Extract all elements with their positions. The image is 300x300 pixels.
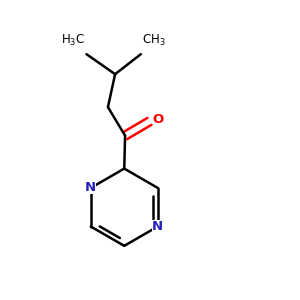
Text: N: N [152, 220, 163, 233]
Text: CH$_3$: CH$_3$ [142, 33, 166, 48]
Text: O: O [152, 113, 164, 127]
Text: N: N [85, 182, 96, 194]
Text: H$_3$C: H$_3$C [61, 33, 85, 48]
